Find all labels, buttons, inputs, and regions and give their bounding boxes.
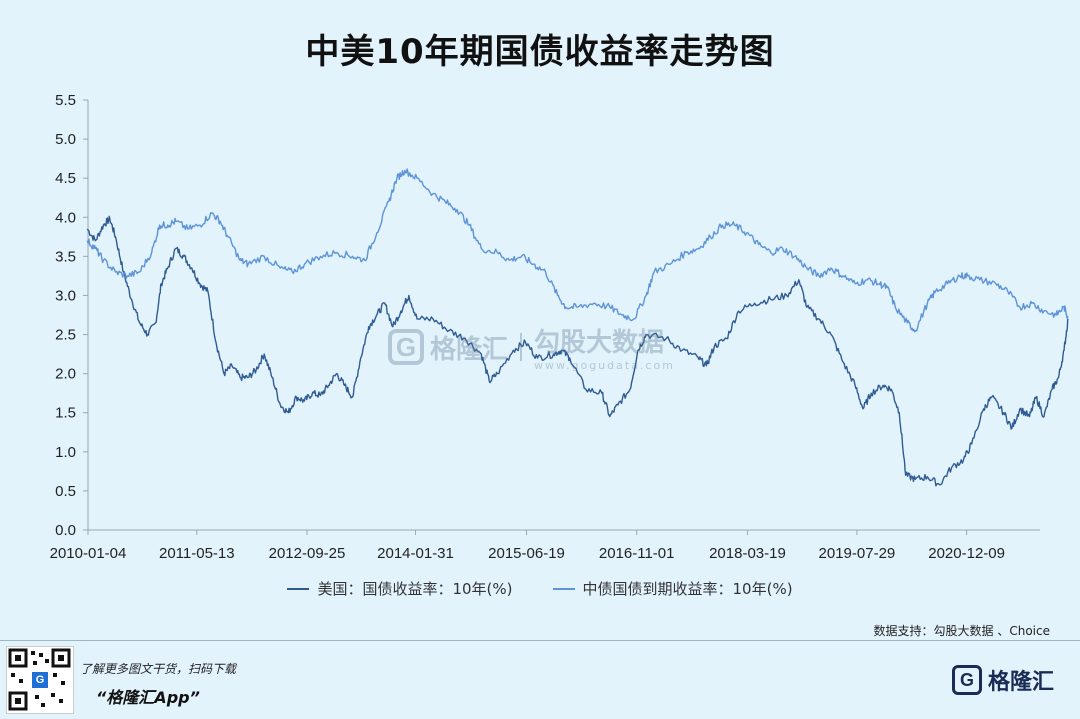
promo-text: 了解更多图文干货，扫码下载 xyxy=(80,662,237,676)
x-tick-label: 2011-05-13 xyxy=(159,545,235,562)
x-tick-label: 2010-01-04 xyxy=(50,545,127,562)
y-tick-label: 3.5 xyxy=(55,248,76,265)
y-tick-label: 1.0 xyxy=(55,444,76,461)
x-tick-label: 2016-11-01 xyxy=(599,545,675,562)
watermark-logo-icon: G xyxy=(388,329,424,365)
y-tick-label: 3.0 xyxy=(55,287,76,304)
qr-logo-icon: G xyxy=(32,672,48,688)
y-tick-label: 2.5 xyxy=(55,327,76,344)
x-tick-label: 2018-03-19 xyxy=(709,545,786,562)
watermark-url: www.gogudata.com xyxy=(534,359,675,372)
legend-label-cn: 中债国债到期收益率：10年(%) xyxy=(582,580,793,598)
x-axis-tick-labels: 2010-01-04 2011-05-13 2012-09-25 2014-01-31… xyxy=(50,545,1005,562)
brand-logo: G 格隆汇 xyxy=(951,664,1054,696)
chart-title: 中美10年期国债收益率走势图 xyxy=(305,32,775,72)
x-tick-label: 2014-01-31 xyxy=(377,545,454,562)
y-tick-label: 2.0 xyxy=(55,366,76,383)
data-source: 数据支持：勾股大数据 、Choice xyxy=(873,624,1050,638)
series-line-cn xyxy=(86,168,1069,333)
legend-item-us: 美国：国债收益率：10年(%) xyxy=(287,578,513,599)
legend-swatch-cn xyxy=(552,587,575,590)
watermark-product: 勾股大数据 xyxy=(534,328,665,358)
x-tick-label: 2020-12-09 xyxy=(928,545,1005,562)
x-tick-label: 2012-09-25 xyxy=(269,545,346,562)
legend-label-us: 美国：国债收益率：10年(%) xyxy=(317,580,513,598)
chart-legend: 美国：国债收益率：10年(%) 中债国债到期收益率：10年(%) xyxy=(0,578,1080,599)
series-line-us xyxy=(86,215,1069,487)
legend-swatch-us xyxy=(287,587,310,590)
brand-name: 格隆汇 xyxy=(987,670,1054,695)
y-tick-label: 5.0 xyxy=(55,131,76,148)
x-tick-label: 2015-06-19 xyxy=(488,545,565,562)
watermark: G 格隆汇 勾股大数据 www.gogudata.com xyxy=(388,322,675,372)
y-tick-label: 0.5 xyxy=(55,483,76,500)
chart-axes xyxy=(83,99,1040,535)
y-tick-label: 5.5 xyxy=(55,92,76,109)
brand-logo-icon: G xyxy=(951,665,982,695)
watermark-divider xyxy=(520,333,523,361)
x-tick-label: 2019-07-29 xyxy=(819,545,896,562)
app-name: “格隆汇App” xyxy=(96,688,200,707)
qr-pattern-icon xyxy=(8,648,71,711)
qr-code[interactable]: G xyxy=(6,646,74,714)
y-axis-tick-labels: 0.0 0.5 1.0 1.5 2.0 2.5 3.0 3.5 4.0 4.5 5.0 5.5 xyxy=(55,92,76,539)
y-tick-label: 4.0 xyxy=(55,209,76,226)
y-tick-label: 1.5 xyxy=(55,405,76,422)
series-lines xyxy=(86,168,1069,487)
legend-item-cn: 中债国债到期收益率：10年(%) xyxy=(552,578,793,599)
y-tick-label: 4.5 xyxy=(55,170,76,187)
line-chart: 0.0 0.5 1.0 1.5 2.0 2.5 3.0 3.5 4.0 4.5 5.0 5.5 201… xyxy=(50,92,1069,562)
footer-divider xyxy=(0,640,1080,641)
y-tick-label: 0.0 xyxy=(55,522,76,539)
watermark-brand: 格隆汇 xyxy=(430,334,509,365)
